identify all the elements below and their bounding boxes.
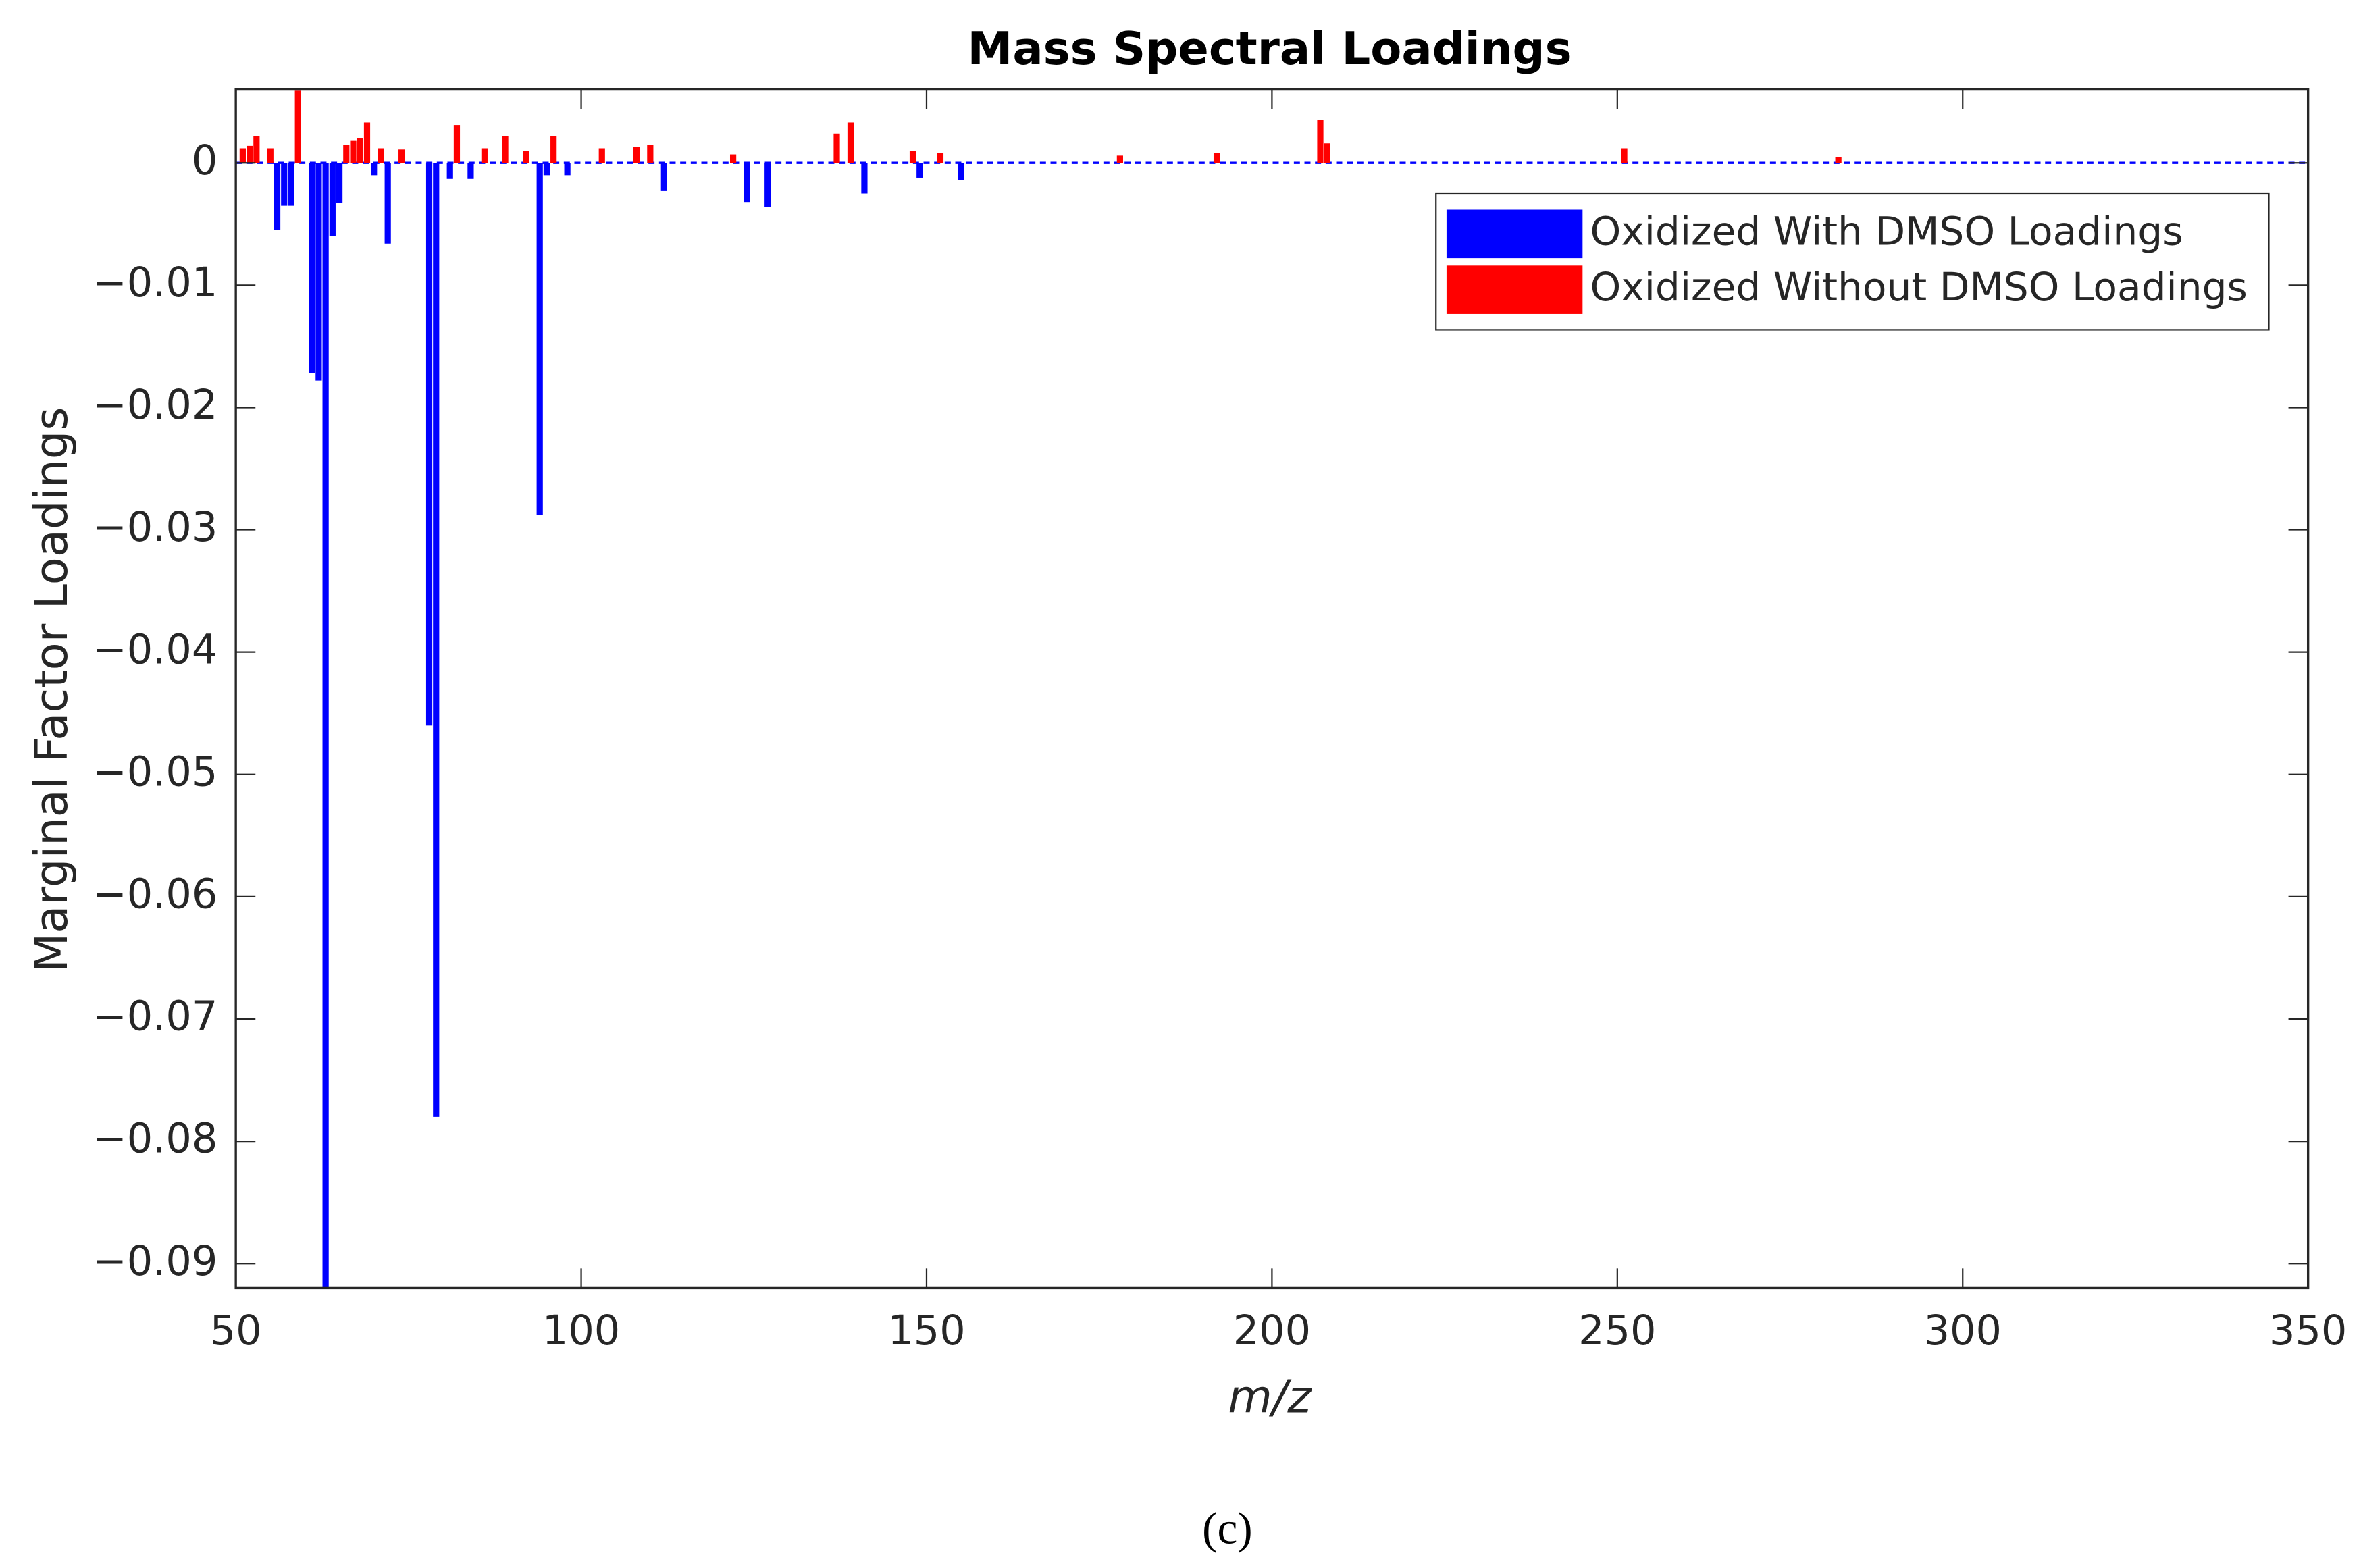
bar: [861, 163, 868, 194]
x-tick-label: 300: [1924, 1307, 2002, 1355]
bar: [502, 136, 509, 163]
bar: [467, 163, 474, 179]
bar: [660, 163, 667, 191]
bar: [937, 153, 944, 163]
y-axis-label: Marginal Factor Loadings: [25, 407, 78, 972]
chart-title: Mass Spectral Loadings: [968, 22, 1572, 75]
caption: (c): [1202, 1502, 1253, 1553]
bar: [294, 90, 301, 163]
bar: [247, 145, 253, 163]
x-tick-label: 200: [1233, 1307, 1311, 1355]
x-axis-label: m/z: [1228, 1371, 1312, 1423]
legend-label: Oxidized With DMSO Loadings: [1590, 208, 2183, 254]
bar: [1835, 157, 1842, 163]
bar: [916, 163, 923, 178]
y-tick-label: −0.08: [93, 1116, 217, 1163]
bar: [274, 163, 281, 230]
bar: [1324, 143, 1330, 163]
bar: [371, 163, 378, 176]
bar: [253, 136, 260, 163]
legend-label: Oxidized Without DMSO Loadings: [1590, 264, 2248, 310]
bar: [847, 122, 854, 163]
y-tick-label: −0.03: [93, 504, 217, 551]
bar: [598, 148, 605, 163]
bar: [764, 163, 771, 207]
bar: [315, 163, 322, 381]
y-tick-label: −0.05: [93, 748, 217, 795]
bar: [363, 122, 371, 163]
y-tick-label: −0.09: [93, 1238, 217, 1285]
bar: [329, 163, 336, 236]
bar: [647, 145, 654, 163]
legend-swatch: [1446, 209, 1583, 259]
bar: [481, 148, 488, 163]
bar: [343, 145, 350, 163]
x-tick-label: 100: [542, 1307, 620, 1355]
bar: [446, 163, 453, 179]
bar: [909, 151, 916, 163]
bar: [288, 163, 294, 206]
bar: [550, 136, 557, 163]
bar: [1317, 120, 1324, 163]
bar: [322, 163, 329, 1288]
bar: [281, 163, 288, 206]
bar: [309, 163, 315, 373]
y-tick-label: 0: [192, 137, 217, 184]
bar: [1213, 153, 1220, 163]
bar: [378, 148, 384, 163]
bar: [833, 133, 840, 163]
x-tick-label: 350: [2269, 1307, 2347, 1355]
y-tick-label: −0.04: [93, 626, 217, 673]
bar: [433, 163, 440, 1117]
bar: [1116, 155, 1123, 163]
bar: [384, 163, 391, 244]
bar: [564, 163, 571, 176]
y-tick-label: −0.07: [93, 993, 217, 1041]
bar: [543, 163, 550, 176]
x-tick-label: 50: [210, 1307, 262, 1355]
y-tick-label: −0.06: [93, 870, 217, 918]
bar: [357, 138, 363, 163]
bar: [958, 163, 964, 180]
bar: [336, 163, 343, 203]
y-tick-label: −0.01: [93, 259, 217, 307]
legend-swatch: [1446, 265, 1583, 314]
bar: [729, 154, 737, 163]
bar: [350, 140, 357, 163]
bar: [267, 148, 274, 163]
bar: [453, 125, 461, 163]
x-tick-label: 150: [887, 1307, 965, 1355]
bars: [236, 90, 2308, 1288]
bar: [744, 163, 750, 203]
x-tick-label: 250: [1578, 1307, 1656, 1355]
bar: [523, 151, 529, 163]
bar: [1621, 148, 1628, 163]
bar: [398, 149, 405, 163]
bar: [239, 148, 246, 163]
bar: [536, 163, 543, 515]
y-tick-label: −0.02: [93, 382, 217, 429]
bar: [425, 163, 433, 726]
bar: [633, 147, 640, 163]
